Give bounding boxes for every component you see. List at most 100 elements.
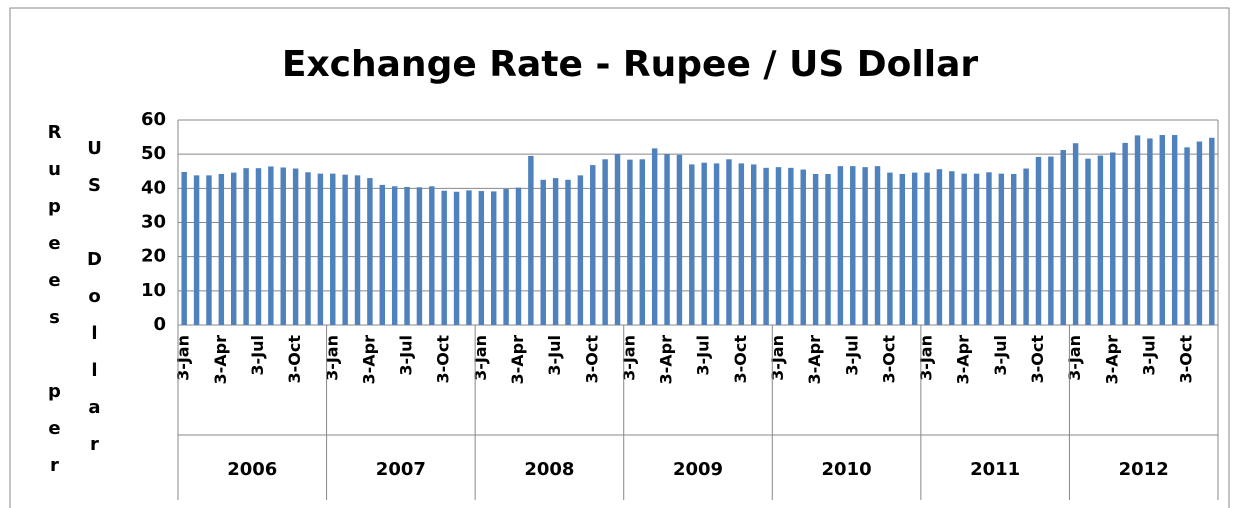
bar [1147, 138, 1153, 325]
bar [788, 167, 794, 325]
bar [218, 173, 225, 325]
bar [1085, 158, 1091, 325]
bar [391, 186, 398, 325]
y-tick-label: 60 [141, 109, 166, 130]
x-tick-label: 3-Jul [545, 335, 564, 376]
bar [911, 172, 918, 325]
bar [354, 175, 361, 325]
bar [1122, 142, 1128, 325]
bar [887, 172, 893, 325]
bar [986, 172, 992, 325]
x-tick-label: 3-Apr [1102, 335, 1121, 385]
x-tick-label: 3-Oct [879, 335, 898, 384]
bar [651, 148, 658, 325]
bar [367, 178, 373, 325]
x-tick-label: 3-Jan [471, 335, 490, 381]
bar [812, 173, 819, 325]
bar [528, 155, 534, 325]
bar [1097, 155, 1104, 325]
x-tick-label: 3-Jan [174, 335, 193, 381]
bar [837, 166, 844, 325]
bar [775, 167, 782, 325]
x-tick-label: 3-Jul [991, 335, 1010, 376]
x-tick-label: 3-Jul [1139, 335, 1158, 376]
bar [949, 171, 955, 325]
bar [763, 167, 769, 325]
bar [874, 166, 881, 325]
bar [317, 173, 324, 325]
x-tick-label: 3-Oct [285, 335, 304, 384]
bar [1035, 156, 1042, 325]
bar [639, 159, 646, 325]
x-tick-label: 3-Jul [248, 335, 267, 376]
bar [726, 159, 732, 325]
bar [453, 191, 460, 325]
y-tick-label: 20 [141, 246, 166, 267]
bar [441, 190, 447, 325]
group-label: 2009 [673, 459, 723, 480]
bar [243, 168, 249, 325]
x-tick-label: 3-Jan [768, 335, 787, 381]
bar [1023, 168, 1029, 325]
y-tick-label: 50 [141, 143, 166, 164]
bar [330, 173, 336, 325]
x-tick-label: 3-Apr [805, 335, 824, 385]
x-tick-label: 3-Oct [582, 335, 601, 384]
bar [738, 163, 745, 325]
bar [750, 164, 757, 325]
bar [280, 167, 286, 325]
bar [1184, 147, 1190, 325]
bar [255, 168, 262, 325]
y-tick-label: 0 [153, 314, 166, 335]
bar [490, 191, 497, 325]
bar [1010, 173, 1017, 325]
bar [577, 175, 584, 325]
x-tick-label: 3-Oct [731, 335, 750, 384]
bar [862, 167, 868, 325]
bar [305, 172, 311, 325]
bar [540, 179, 546, 325]
bar [899, 173, 906, 325]
bar [961, 173, 967, 325]
x-tick-label: 3-Apr [657, 335, 676, 385]
group-label: 2007 [376, 459, 426, 480]
group-label: 2006 [227, 459, 277, 480]
bar [503, 189, 509, 325]
bar [429, 186, 435, 325]
bar [292, 168, 299, 325]
bar [1159, 135, 1166, 325]
bar [206, 175, 212, 325]
x-tick-label: 3-Apr [954, 335, 973, 385]
bar [627, 159, 633, 325]
x-tick-label: 3-Apr [508, 335, 527, 385]
bar [404, 186, 410, 325]
bar [825, 173, 831, 325]
bar [268, 166, 274, 325]
bar [230, 172, 237, 325]
bar [850, 166, 856, 325]
bar [800, 169, 806, 325]
x-tick-label: 3-Jul [842, 335, 861, 376]
x-tick-label: 3-Jul [694, 335, 713, 376]
y-tick-label: 30 [141, 212, 166, 233]
x-tick-label: 3-Jan [322, 335, 341, 381]
bar [416, 187, 423, 325]
bar [1134, 135, 1141, 325]
x-tick-label: 3-Jan [917, 335, 936, 381]
bar [664, 154, 670, 325]
x-tick-label: 3-Oct [1177, 335, 1196, 384]
group-label: 2008 [524, 459, 574, 480]
bar [602, 159, 608, 325]
bar [552, 178, 559, 325]
bar [713, 163, 720, 325]
bar [1072, 143, 1079, 325]
bar [614, 154, 621, 325]
bar [590, 165, 596, 325]
bar [924, 172, 930, 325]
bar [478, 191, 485, 325]
bar [701, 162, 707, 325]
bar [181, 171, 187, 325]
bar [936, 169, 943, 325]
